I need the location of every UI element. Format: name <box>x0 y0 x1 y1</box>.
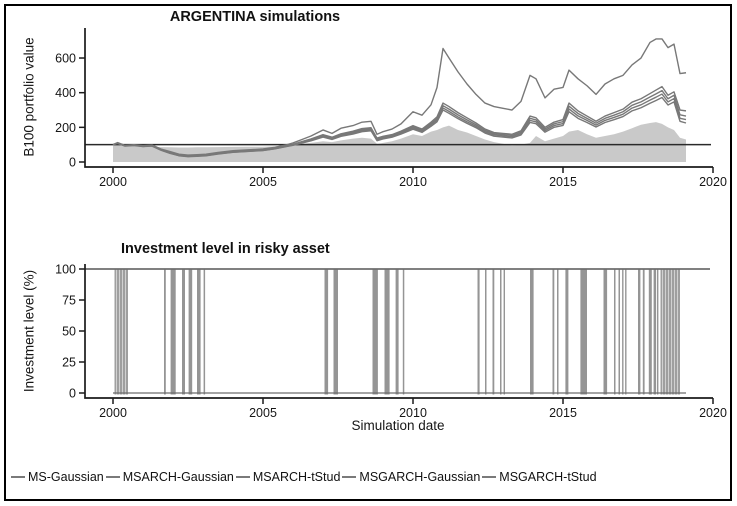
x-tick-label: 2020 <box>699 175 727 189</box>
x-tick-label: 2010 <box>399 175 427 189</box>
top-axes <box>84 28 713 168</box>
switch-bar <box>660 269 680 395</box>
switch-bar <box>402 269 405 395</box>
switch-bar <box>203 269 206 395</box>
switch-bar <box>333 269 338 395</box>
x-axis-label: Simulation date <box>351 418 445 433</box>
legend-item-label: MSARCH-tStud <box>252 470 341 484</box>
switch-bar <box>565 269 569 395</box>
switch-bar <box>557 269 559 395</box>
legend-line-swatch-icon <box>11 476 25 478</box>
top-chart-title: ARGENTINA simulations <box>169 9 341 25</box>
switch-bar <box>114 269 128 395</box>
x-tick-label: 2005 <box>249 175 277 189</box>
legend-item: MSARCH-tStud <box>235 470 341 484</box>
y-tick-label: 50 <box>62 325 76 339</box>
bottom-chart-title: Investment level in risky asset <box>121 241 330 257</box>
legend-line-swatch-icon <box>342 476 357 478</box>
switch-bar <box>197 269 201 395</box>
switch-bar <box>503 269 505 395</box>
legend-item-label: MS-Gaussian <box>28 470 104 484</box>
switch-bar <box>477 269 480 395</box>
x-tick-label: 2015 <box>549 175 577 189</box>
x-tick-label: 2010 <box>399 406 427 420</box>
switch-bar <box>552 269 555 395</box>
y-tick-label: 100 <box>55 263 76 277</box>
switch-bar <box>653 269 656 395</box>
legend-item-label: MSGARCH-tStud <box>499 470 597 484</box>
x-tick-label: 2000 <box>99 175 127 189</box>
y-tick-label: 400 <box>55 86 76 100</box>
investment-level-chart: 0 25 50 75 100 2000 2005 2010 2015 2020 <box>55 263 727 421</box>
x-tick-label: 2020 <box>699 406 727 420</box>
switch-bar <box>500 269 502 395</box>
top-plot-area: 0 200 400 600 2000 2005 2010 2015 2020 <box>55 28 727 189</box>
legend-item: MSGARCH-Gaussian <box>342 470 480 484</box>
legend-item-label: MSARCH-Gaussian <box>122 470 234 484</box>
bottom-y-axis-label: Investment level (%) <box>21 269 37 393</box>
x-tick-label: 2000 <box>99 406 127 420</box>
switch-bar <box>530 269 534 395</box>
y-tick-label: 25 <box>62 356 76 370</box>
switch-bar <box>384 269 390 395</box>
y-tick-label: 0 <box>69 387 76 401</box>
switch-bar <box>188 269 193 395</box>
legend: MS-Gaussian MSARCH-Gaussian MSARCH-tStud MS… <box>11 470 726 484</box>
switch-bar <box>164 269 166 395</box>
legend-line-swatch-icon <box>105 476 120 478</box>
benchmark-area <box>113 122 686 162</box>
switch-bar <box>656 269 659 395</box>
switch-bar <box>324 269 329 395</box>
switch-bar <box>395 269 399 395</box>
switch-bar <box>648 269 652 395</box>
switch-bar <box>492 269 495 395</box>
switch-bar <box>638 269 641 395</box>
switch-bar <box>625 269 627 395</box>
switch-bar <box>580 269 587 395</box>
series-line-MSARCH-Gaussian <box>112 85 687 157</box>
legend-line-swatch-icon <box>235 476 250 478</box>
switch-bar <box>485 269 487 395</box>
portfolio-value-chart: 0 200 400 600 2000 2005 2010 2015 2020 <box>55 28 727 189</box>
switch-bar <box>622 269 624 395</box>
top-y-axis-label: B100 portfolio value <box>21 37 37 157</box>
legend-item: MSARCH-Gaussian <box>105 470 234 484</box>
bottom-plot-area: 0 25 50 75 100 2000 2005 2010 2015 2020 <box>55 263 727 421</box>
legend-line-swatch-icon <box>482 476 497 478</box>
x-tick-label: 2015 <box>549 406 577 420</box>
switch-bar <box>614 269 616 395</box>
y-tick-label: 200 <box>55 121 76 135</box>
legend-item: MSGARCH-tStud <box>482 470 597 484</box>
switch-bar <box>642 269 645 395</box>
legend-item-label: MSGARCH-Gaussian <box>359 470 481 484</box>
legend-item: MS-Gaussian <box>11 470 104 484</box>
series-line-MS-Gaussian <box>112 38 687 156</box>
switch-bar <box>603 269 608 395</box>
switch-bar <box>182 269 185 395</box>
y-tick-label: 75 <box>62 294 76 308</box>
y-tick-label: 600 <box>55 52 76 66</box>
y-tick-label: 0 <box>69 156 76 170</box>
switch-bar <box>372 269 378 395</box>
switch-bar <box>170 269 176 395</box>
switch-bar <box>618 269 620 395</box>
bottom-axes <box>84 264 713 399</box>
x-tick-label: 2005 <box>249 406 277 420</box>
